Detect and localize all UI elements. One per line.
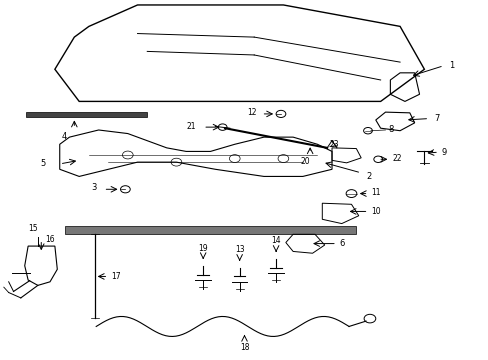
- Text: 10: 10: [370, 207, 380, 216]
- Text: 16: 16: [45, 235, 55, 244]
- Text: 19: 19: [198, 243, 207, 252]
- Text: 12: 12: [246, 108, 256, 117]
- Text: 14: 14: [271, 237, 280, 246]
- Text: 15: 15: [28, 224, 38, 233]
- Text: 23: 23: [329, 140, 339, 149]
- Text: 4: 4: [62, 132, 67, 141]
- Text: 9: 9: [441, 148, 446, 157]
- Text: 3: 3: [91, 183, 96, 192]
- Polygon shape: [64, 226, 356, 234]
- Text: 21: 21: [186, 122, 196, 131]
- Text: 18: 18: [239, 342, 249, 351]
- Text: 6: 6: [339, 239, 344, 248]
- Text: 17: 17: [111, 272, 120, 281]
- Text: 5: 5: [40, 159, 45, 168]
- Text: 11: 11: [370, 188, 380, 197]
- Text: 22: 22: [392, 154, 402, 163]
- Polygon shape: [26, 112, 147, 117]
- Text: 2: 2: [366, 172, 370, 181]
- Text: 8: 8: [387, 126, 392, 135]
- Text: 7: 7: [433, 114, 439, 123]
- Text: 1: 1: [448, 61, 453, 70]
- Text: 20: 20: [300, 157, 309, 166]
- Text: 13: 13: [234, 245, 244, 254]
